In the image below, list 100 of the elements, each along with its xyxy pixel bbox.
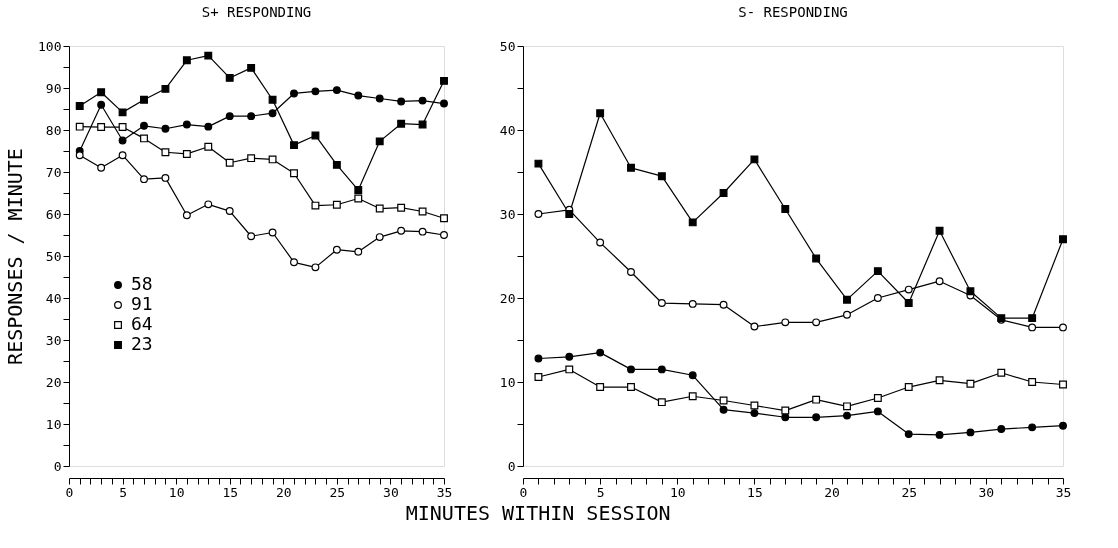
x-tick-label: 15 bbox=[747, 484, 763, 500]
point bbox=[843, 310, 851, 319]
point bbox=[418, 227, 427, 236]
point bbox=[627, 268, 635, 276]
y-tick-label: 20 bbox=[45, 374, 62, 390]
point bbox=[1028, 423, 1037, 432]
point bbox=[440, 99, 448, 108]
point bbox=[354, 247, 363, 256]
point bbox=[873, 294, 882, 302]
point bbox=[812, 318, 821, 327]
point bbox=[375, 204, 384, 213]
y-axis-title: RESPONSES / MINUTE bbox=[3, 148, 28, 365]
point bbox=[225, 73, 234, 82]
point bbox=[75, 151, 84, 160]
point bbox=[565, 365, 574, 374]
point bbox=[140, 175, 148, 184]
point bbox=[1028, 323, 1037, 332]
point bbox=[247, 232, 256, 241]
point bbox=[118, 123, 127, 132]
point bbox=[904, 299, 913, 307]
x-tick-label: 30 bbox=[978, 484, 995, 500]
point bbox=[118, 108, 127, 117]
point bbox=[750, 409, 759, 418]
point bbox=[904, 285, 913, 294]
point bbox=[161, 173, 170, 182]
point bbox=[812, 395, 821, 404]
point bbox=[534, 373, 543, 381]
point bbox=[375, 137, 384, 146]
point bbox=[418, 207, 427, 216]
y-tick-label: 10 bbox=[45, 416, 62, 432]
point bbox=[750, 322, 759, 331]
y-tick-label: 0 bbox=[507, 458, 516, 474]
point bbox=[354, 194, 363, 203]
x-tick-label: 20 bbox=[824, 484, 840, 500]
point bbox=[1059, 421, 1067, 430]
y-tick-label: 30 bbox=[45, 332, 62, 348]
x-tick-label: 35 bbox=[436, 484, 453, 500]
point bbox=[596, 238, 605, 247]
point bbox=[140, 134, 148, 143]
point bbox=[75, 122, 84, 131]
point bbox=[225, 158, 234, 167]
x-tick-label: 5 bbox=[596, 484, 605, 500]
point bbox=[781, 406, 790, 415]
point bbox=[375, 233, 384, 242]
y-tick-label: 10 bbox=[499, 374, 516, 390]
point bbox=[247, 63, 256, 72]
point bbox=[182, 211, 191, 220]
y-tick-label: 70 bbox=[45, 164, 62, 180]
x-tick-label: 0 bbox=[519, 484, 528, 500]
point bbox=[290, 258, 298, 267]
point bbox=[657, 398, 666, 407]
chart-title: S+ RESPONDING bbox=[201, 4, 312, 20]
point bbox=[268, 228, 277, 237]
point bbox=[97, 163, 106, 172]
point bbox=[397, 97, 406, 106]
point bbox=[290, 141, 298, 150]
point bbox=[565, 210, 574, 218]
point bbox=[596, 109, 605, 118]
point bbox=[596, 383, 605, 391]
point bbox=[204, 51, 213, 60]
point bbox=[997, 425, 1006, 433]
point bbox=[966, 287, 975, 296]
x-tick-label: 10 bbox=[168, 484, 185, 500]
point bbox=[812, 413, 821, 422]
point bbox=[440, 76, 448, 85]
point bbox=[182, 120, 191, 129]
y-tick-label: 90 bbox=[45, 80, 62, 96]
point bbox=[1028, 378, 1037, 386]
x-axis-title: MINUTES WITHIN SESSION bbox=[405, 500, 671, 525]
point bbox=[268, 155, 277, 164]
point bbox=[268, 95, 277, 104]
point bbox=[935, 430, 944, 439]
point bbox=[1059, 235, 1067, 244]
point bbox=[1059, 323, 1067, 332]
point bbox=[161, 84, 170, 93]
point bbox=[161, 124, 170, 133]
point bbox=[247, 112, 256, 121]
point bbox=[688, 299, 697, 308]
point bbox=[311, 87, 320, 96]
point bbox=[781, 205, 790, 213]
point bbox=[781, 318, 790, 327]
point bbox=[397, 203, 406, 212]
point bbox=[225, 207, 234, 216]
y-tick-label: 0 bbox=[53, 458, 62, 474]
point bbox=[627, 383, 635, 391]
point bbox=[534, 210, 543, 218]
point bbox=[311, 263, 320, 272]
x-tick-label: 35 bbox=[1055, 484, 1072, 500]
y-tick-label: 20 bbox=[499, 290, 516, 306]
x-tick-label: 25 bbox=[901, 484, 918, 500]
point bbox=[268, 109, 277, 118]
point bbox=[97, 100, 106, 109]
y-tick-label: 40 bbox=[499, 122, 516, 138]
point bbox=[204, 122, 213, 131]
point bbox=[375, 94, 384, 103]
point bbox=[311, 131, 320, 140]
point bbox=[688, 371, 697, 380]
point bbox=[719, 396, 728, 405]
point bbox=[161, 148, 170, 157]
x-tick-label: 15 bbox=[222, 484, 239, 500]
